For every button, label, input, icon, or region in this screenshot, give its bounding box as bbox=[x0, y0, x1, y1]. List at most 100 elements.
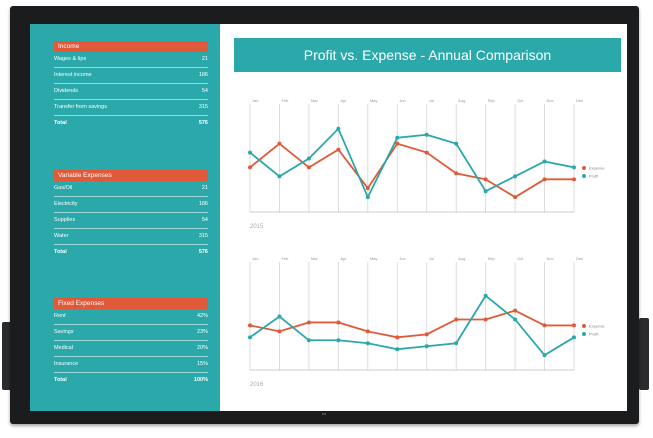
month-label: Jun bbox=[399, 256, 405, 261]
series-line-profit bbox=[249, 127, 575, 200]
dell-logo: ••• bbox=[321, 411, 327, 416]
month-label: Aug bbox=[458, 98, 465, 103]
fixed-expense-row: Savings 23% bbox=[54, 325, 208, 341]
data-point bbox=[395, 347, 400, 352]
data-point bbox=[542, 353, 547, 358]
month-label: Sep bbox=[488, 98, 496, 103]
data-point bbox=[513, 317, 518, 322]
variable-expense-row: Electricity 186 bbox=[54, 197, 208, 213]
month-label: Nov bbox=[547, 98, 554, 103]
data-point bbox=[454, 141, 459, 146]
month-label: Jan bbox=[252, 98, 258, 103]
year-label: 2015 bbox=[250, 224, 264, 230]
data-point bbox=[248, 150, 252, 155]
data-point bbox=[306, 165, 311, 170]
year-label: 2016 bbox=[250, 382, 264, 388]
legend-marker bbox=[582, 166, 586, 170]
data-point bbox=[248, 323, 252, 328]
data-point bbox=[336, 338, 341, 343]
data-point bbox=[336, 147, 341, 152]
data-point bbox=[513, 174, 518, 179]
variable-expenses-section: Variable Expenses Gas/Oil 21 Electricity 1… bbox=[54, 170, 208, 260]
month-label: Feb bbox=[281, 98, 289, 103]
data-point bbox=[483, 189, 488, 194]
data-point bbox=[572, 177, 576, 182]
month-label: Oct bbox=[517, 256, 524, 261]
data-point bbox=[483, 293, 488, 298]
month-label: Nov bbox=[547, 256, 554, 261]
data-point bbox=[483, 317, 488, 322]
data-point bbox=[395, 141, 400, 146]
month-label: May bbox=[370, 98, 378, 103]
month-label: Aug bbox=[458, 256, 465, 261]
income-row: Interest income 186 bbox=[54, 68, 208, 84]
data-point bbox=[336, 126, 341, 131]
page-title: Profit vs. Expense - Annual Comparison bbox=[234, 38, 621, 72]
data-point bbox=[424, 132, 429, 137]
data-point bbox=[572, 335, 576, 340]
line-chart-bottom: Jan Feb Mar Apr May Jun Jul Aug Sep Oct Nov Dec Expe… bbox=[248, 256, 605, 388]
data-point bbox=[306, 338, 311, 343]
data-point bbox=[365, 341, 370, 346]
line-chart-top: Jan Feb Mar Apr May Jun Jul Aug Sep Oct Nov Dec Expe… bbox=[248, 98, 605, 230]
series-line-profit bbox=[249, 294, 575, 357]
month-label: Feb bbox=[281, 256, 289, 261]
income-total: Total 576 bbox=[54, 120, 208, 126]
fixed-expense-row: Medical 20% bbox=[54, 341, 208, 357]
month-label: Mar bbox=[311, 256, 319, 261]
right-speaker bbox=[639, 318, 649, 390]
data-point bbox=[306, 156, 311, 161]
income-row: Wages & tips 21 bbox=[54, 52, 208, 68]
month-label: Sep bbox=[488, 256, 496, 261]
main-panel: Profit vs. Expense - Annual Comparison J… bbox=[220, 24, 627, 411]
month-label: Dec bbox=[576, 98, 583, 103]
data-point bbox=[424, 344, 429, 349]
month-label: Jun bbox=[399, 98, 405, 103]
variable-expense-row: Gas/Oil 21 bbox=[54, 181, 208, 197]
variable-expenses-total: Total 576 bbox=[54, 249, 208, 255]
month-label: Jul bbox=[429, 256, 434, 261]
fixed-expense-row: Insurance 15% bbox=[54, 357, 208, 373]
series-line-expense bbox=[249, 142, 574, 199]
data-point bbox=[483, 177, 488, 182]
legend-label: Profit bbox=[589, 174, 599, 179]
legend-marker bbox=[582, 174, 586, 178]
data-point bbox=[542, 159, 547, 164]
data-point bbox=[277, 141, 282, 146]
fixed-expenses-section: Fixed Expenses Rent 42% Savings 23% Medica… bbox=[54, 298, 208, 388]
data-point bbox=[454, 171, 459, 176]
legend-label: Expense bbox=[589, 166, 605, 171]
income-header: Income bbox=[54, 41, 208, 52]
month-label: Apr bbox=[340, 256, 347, 261]
data-point bbox=[572, 165, 576, 170]
month-label: May bbox=[370, 256, 378, 261]
variable-expense-row: Supplies 54 bbox=[54, 213, 208, 229]
month-label: Oct bbox=[517, 98, 524, 103]
data-point bbox=[306, 320, 311, 325]
income-section: Income Wages & tips 21 Interest income 186… bbox=[54, 41, 208, 131]
left-speaker bbox=[2, 322, 12, 390]
data-point bbox=[395, 335, 400, 340]
income-row: Transfer from savings 315 bbox=[54, 100, 208, 116]
display-screen: Income Wages & tips 21 Interest income 186… bbox=[30, 24, 627, 411]
data-point bbox=[424, 332, 429, 337]
budget-sidebar: Income Wages & tips 21 Interest income 186… bbox=[30, 24, 220, 411]
data-point bbox=[365, 329, 370, 334]
data-point bbox=[248, 335, 252, 340]
variable-expenses-header: Variable Expenses bbox=[54, 170, 208, 181]
month-label: Dec bbox=[576, 256, 583, 261]
legend-marker bbox=[582, 324, 586, 328]
data-point bbox=[572, 323, 576, 328]
data-point bbox=[513, 308, 518, 313]
month-label: Mar bbox=[311, 98, 319, 103]
legend-marker bbox=[582, 332, 586, 336]
fixed-expense-row: Rent 42% bbox=[54, 309, 208, 325]
data-point bbox=[395, 135, 400, 140]
data-point bbox=[277, 174, 282, 179]
data-point bbox=[336, 320, 341, 325]
data-point bbox=[542, 177, 547, 182]
data-point bbox=[365, 186, 370, 191]
data-point bbox=[365, 195, 370, 200]
fixed-expenses-total: Total 100% bbox=[54, 377, 208, 383]
fixed-expenses-header: Fixed Expenses bbox=[54, 298, 208, 309]
